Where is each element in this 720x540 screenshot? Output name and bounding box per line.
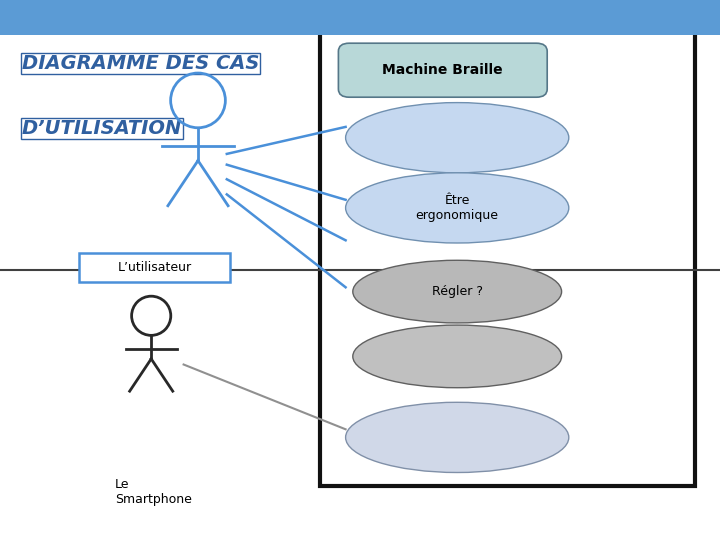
- Ellipse shape: [346, 173, 569, 243]
- Text: D’UTILISATION: D’UTILISATION: [22, 119, 182, 138]
- Text: Le
Smartphone: Le Smartphone: [115, 478, 192, 506]
- Ellipse shape: [346, 103, 569, 173]
- Ellipse shape: [353, 325, 562, 388]
- Text: Être
ergonomique: Être ergonomique: [415, 194, 499, 222]
- FancyBboxPatch shape: [338, 43, 547, 97]
- Text: L’utilisateur: L’utilisateur: [118, 261, 192, 274]
- Text: Régler ?: Régler ?: [432, 285, 482, 298]
- Text: DIAGRAMME DES CAS: DIAGRAMME DES CAS: [22, 54, 259, 73]
- Ellipse shape: [346, 402, 569, 472]
- Text: Machine Braille: Machine Braille: [382, 63, 503, 77]
- FancyBboxPatch shape: [79, 253, 230, 282]
- Bar: [320, 24, 695, 486]
- Ellipse shape: [353, 260, 562, 323]
- Bar: [0, 0, 720, 35]
